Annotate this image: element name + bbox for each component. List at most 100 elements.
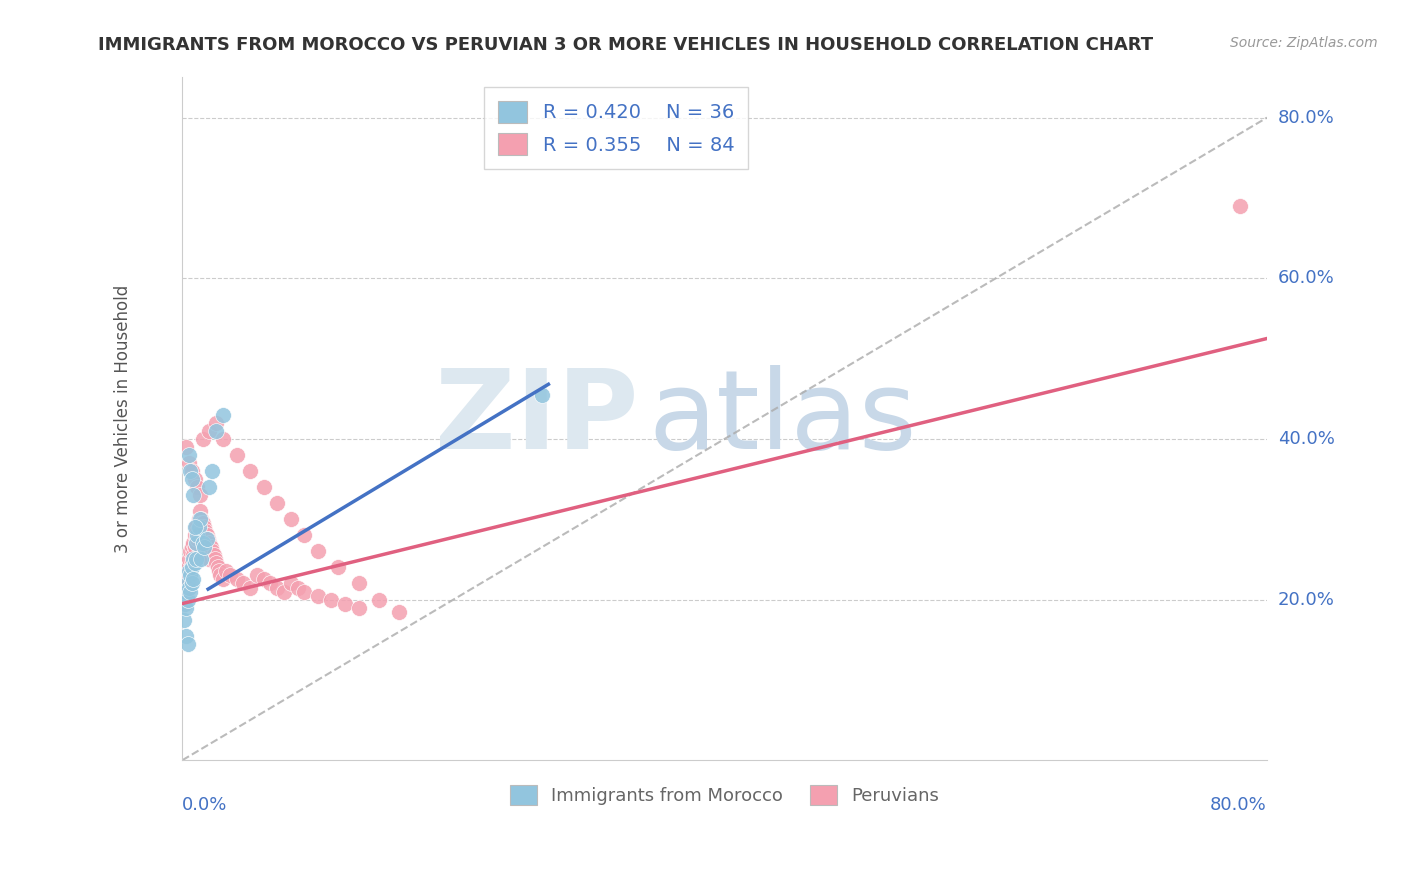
Point	[173, 613, 195, 627]
Point	[195, 528, 218, 542]
Point	[208, 565, 231, 579]
Point	[195, 544, 218, 558]
Point	[183, 541, 205, 555]
Point	[321, 592, 343, 607]
Point	[266, 496, 288, 510]
Text: 40.0%: 40.0%	[1278, 430, 1334, 448]
Point	[333, 597, 356, 611]
Point	[202, 549, 225, 563]
Point	[253, 573, 276, 587]
Point	[212, 408, 235, 422]
Point	[194, 541, 217, 555]
Point	[239, 464, 262, 478]
Point	[205, 424, 228, 438]
Point	[188, 504, 211, 518]
Point	[186, 533, 208, 547]
Point	[273, 584, 295, 599]
Legend: Immigrants from Morocco, Peruvians: Immigrants from Morocco, Peruvians	[502, 777, 946, 813]
Text: 80.0%: 80.0%	[1278, 109, 1334, 127]
Text: 3 or more Vehicles in Household: 3 or more Vehicles in Household	[114, 285, 132, 553]
Text: 60.0%: 60.0%	[1278, 269, 1334, 287]
Point	[188, 512, 211, 526]
Text: 80.0%: 80.0%	[1211, 797, 1267, 814]
Point	[193, 520, 215, 534]
Point	[176, 573, 198, 587]
Point	[198, 424, 221, 438]
Point	[179, 568, 201, 582]
Point	[209, 568, 232, 582]
Point	[179, 581, 201, 595]
Point	[197, 549, 219, 563]
Point	[183, 520, 205, 534]
Point	[204, 552, 226, 566]
Point	[174, 584, 197, 599]
Point	[195, 533, 218, 547]
Point	[232, 576, 254, 591]
Point	[176, 600, 198, 615]
Point	[184, 536, 207, 550]
Point	[177, 637, 200, 651]
Point	[259, 576, 281, 591]
Text: 0.0%: 0.0%	[183, 797, 228, 814]
Point	[181, 573, 204, 587]
Point	[212, 573, 235, 587]
Point	[179, 456, 201, 470]
Point	[179, 464, 201, 478]
Point	[246, 568, 269, 582]
Point	[307, 544, 329, 558]
Point	[201, 544, 224, 558]
Point	[191, 536, 214, 550]
Point	[266, 581, 288, 595]
Point	[190, 552, 212, 566]
Point	[239, 581, 262, 595]
Point	[207, 560, 229, 574]
Point	[198, 536, 221, 550]
Point	[184, 552, 207, 566]
Point	[181, 552, 204, 566]
Point	[530, 388, 553, 402]
Point	[347, 576, 370, 591]
Point	[183, 557, 205, 571]
Point	[179, 584, 201, 599]
Point	[307, 589, 329, 603]
Point	[205, 416, 228, 430]
Point	[1229, 199, 1251, 213]
Text: Source: ZipAtlas.com: Source: ZipAtlas.com	[1230, 36, 1378, 50]
Point	[292, 584, 315, 599]
Point	[183, 528, 205, 542]
Point	[218, 568, 240, 582]
Point	[200, 541, 222, 555]
Point	[197, 533, 219, 547]
Point	[191, 533, 214, 547]
Point	[177, 592, 200, 607]
Point	[176, 584, 198, 599]
Point	[177, 576, 200, 591]
Point	[180, 557, 202, 571]
Point	[187, 520, 209, 534]
Point	[181, 536, 204, 550]
Text: ZIP: ZIP	[434, 366, 638, 473]
Point	[180, 560, 202, 574]
Point	[180, 464, 202, 478]
Point	[187, 528, 209, 542]
Point	[225, 448, 247, 462]
Point	[190, 516, 212, 531]
Point	[177, 560, 200, 574]
Point	[179, 565, 201, 579]
Point	[287, 581, 309, 595]
Point	[188, 520, 211, 534]
Text: IMMIGRANTS FROM MOROCCO VS PERUVIAN 3 OR MORE VEHICLES IN HOUSEHOLD CORRELATION : IMMIGRANTS FROM MOROCCO VS PERUVIAN 3 OR…	[98, 36, 1153, 54]
Point	[194, 524, 217, 539]
Point	[186, 480, 208, 494]
Point	[184, 520, 207, 534]
Point	[280, 512, 302, 526]
Point	[184, 536, 207, 550]
Point	[186, 524, 208, 539]
Point	[193, 536, 215, 550]
Point	[179, 576, 201, 591]
Point	[179, 448, 201, 462]
Text: 20.0%: 20.0%	[1278, 591, 1334, 608]
Point	[181, 488, 204, 502]
Point	[253, 480, 276, 494]
Point	[368, 592, 391, 607]
